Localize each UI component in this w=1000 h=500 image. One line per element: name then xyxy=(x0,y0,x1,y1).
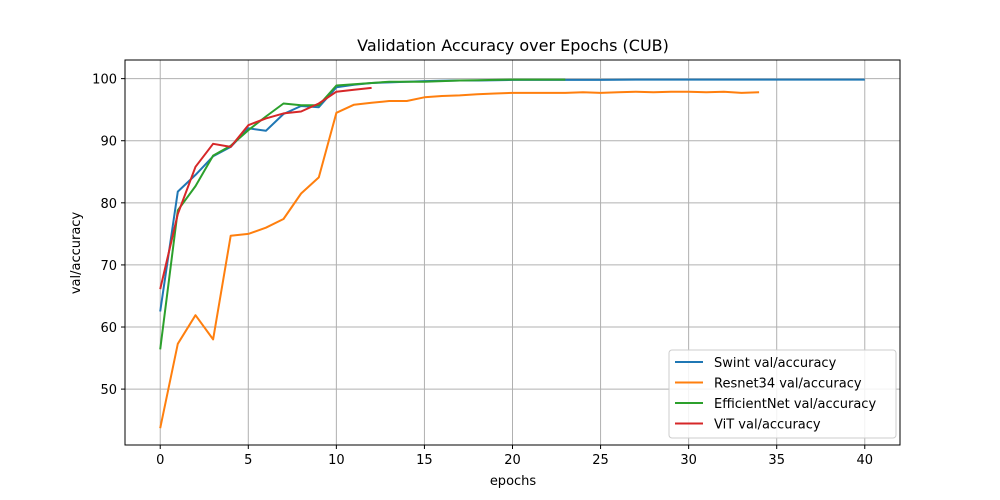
y-tick-label: 70 xyxy=(100,259,117,274)
x-tick-label: 15 xyxy=(416,453,433,468)
x-tick-label: 5 xyxy=(244,453,252,468)
chart-title: Validation Accuracy over Epochs (CUB) xyxy=(357,36,669,55)
x-tick-label: 10 xyxy=(328,453,345,468)
y-tick-label: 100 xyxy=(92,73,117,88)
x-tick-label: 0 xyxy=(156,453,164,468)
x-tick-label: 25 xyxy=(592,453,609,468)
x-tick-label: 40 xyxy=(856,453,873,468)
legend-label-swint: Swint val/accuracy xyxy=(714,356,837,371)
x-tick-label: 20 xyxy=(504,453,521,468)
y-axis-ticks: 50 60 70 80 90 100 xyxy=(92,73,125,398)
plot-lines xyxy=(159,78,865,429)
series-line-vit xyxy=(159,86,372,290)
legend-label-resnet34: Resnet34 val/accuracy xyxy=(714,377,862,392)
legend: Swint val/accuracy Resnet34 val/accuracy E… xyxy=(668,349,897,439)
legend-box xyxy=(668,349,897,439)
legend-label-efficientnet: EfficientNet val/accuracy xyxy=(714,397,876,412)
y-tick-label: 60 xyxy=(100,321,117,336)
y-axis-label: val/accuracy xyxy=(69,212,84,295)
x-axis-label: epochs xyxy=(490,474,537,489)
y-tick-label: 50 xyxy=(100,383,117,398)
x-tick-label: 30 xyxy=(680,453,697,468)
x-tick-label: 35 xyxy=(768,453,785,468)
y-tick-label: 80 xyxy=(100,197,117,212)
x-axis-ticks: 0 5 10 15 20 25 30 35 40 xyxy=(156,445,873,468)
legend-label-vit: ViT val/accuracy xyxy=(714,418,821,433)
series-line-resnet34 xyxy=(159,90,760,429)
y-tick-label: 90 xyxy=(100,135,117,150)
